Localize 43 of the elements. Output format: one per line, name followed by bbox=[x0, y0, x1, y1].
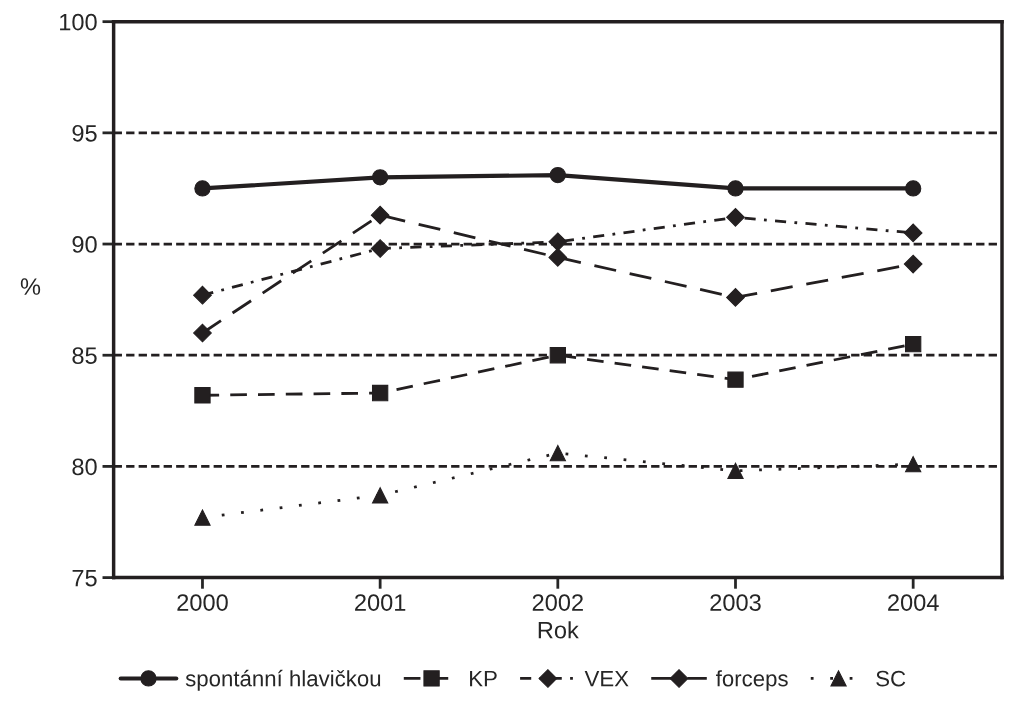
point bbox=[726, 207, 745, 227]
legend-label: spontánní hlavičkou bbox=[185, 669, 381, 691]
point bbox=[727, 371, 744, 388]
x-tick-label: 2000 bbox=[177, 594, 228, 611]
legend-label: SC bbox=[876, 670, 906, 687]
point bbox=[727, 462, 744, 480]
point bbox=[370, 205, 390, 225]
y-tick-label: 85 bbox=[72, 347, 97, 365]
x-tick-label: 2004 bbox=[888, 594, 939, 611]
point bbox=[371, 169, 389, 186]
legend-label: forceps bbox=[716, 670, 788, 691]
point bbox=[194, 180, 211, 197]
point bbox=[727, 180, 744, 197]
x-axis-title: Rok bbox=[538, 621, 579, 639]
y-tick-label: 100 bbox=[60, 13, 97, 31]
point bbox=[194, 387, 211, 404]
point bbox=[193, 285, 212, 305]
point bbox=[371, 487, 389, 504]
x-tick-label: 2001 bbox=[355, 594, 406, 611]
point bbox=[549, 444, 566, 462]
x-tick-label: 2002 bbox=[532, 594, 583, 611]
point bbox=[903, 254, 923, 274]
point bbox=[549, 347, 566, 364]
y-tick-label: 80 bbox=[72, 458, 97, 476]
point bbox=[548, 232, 568, 252]
legend-label: KP bbox=[470, 670, 497, 687]
y-tick-label: 90 bbox=[72, 236, 97, 253]
point bbox=[370, 239, 390, 258]
point bbox=[905, 335, 922, 353]
point bbox=[548, 248, 568, 267]
y-axis-title: % bbox=[20, 278, 41, 295]
point bbox=[903, 223, 923, 243]
point bbox=[905, 456, 922, 473]
point bbox=[549, 166, 566, 184]
point bbox=[371, 384, 389, 402]
y-tick-label: 95 bbox=[72, 124, 97, 142]
point bbox=[193, 323, 212, 343]
legend-label: VEX bbox=[584, 670, 629, 687]
point bbox=[194, 509, 211, 526]
point bbox=[905, 180, 922, 197]
y-tick-label: 75 bbox=[72, 569, 97, 587]
point bbox=[726, 288, 745, 307]
x-tick-label: 2003 bbox=[710, 594, 761, 611]
